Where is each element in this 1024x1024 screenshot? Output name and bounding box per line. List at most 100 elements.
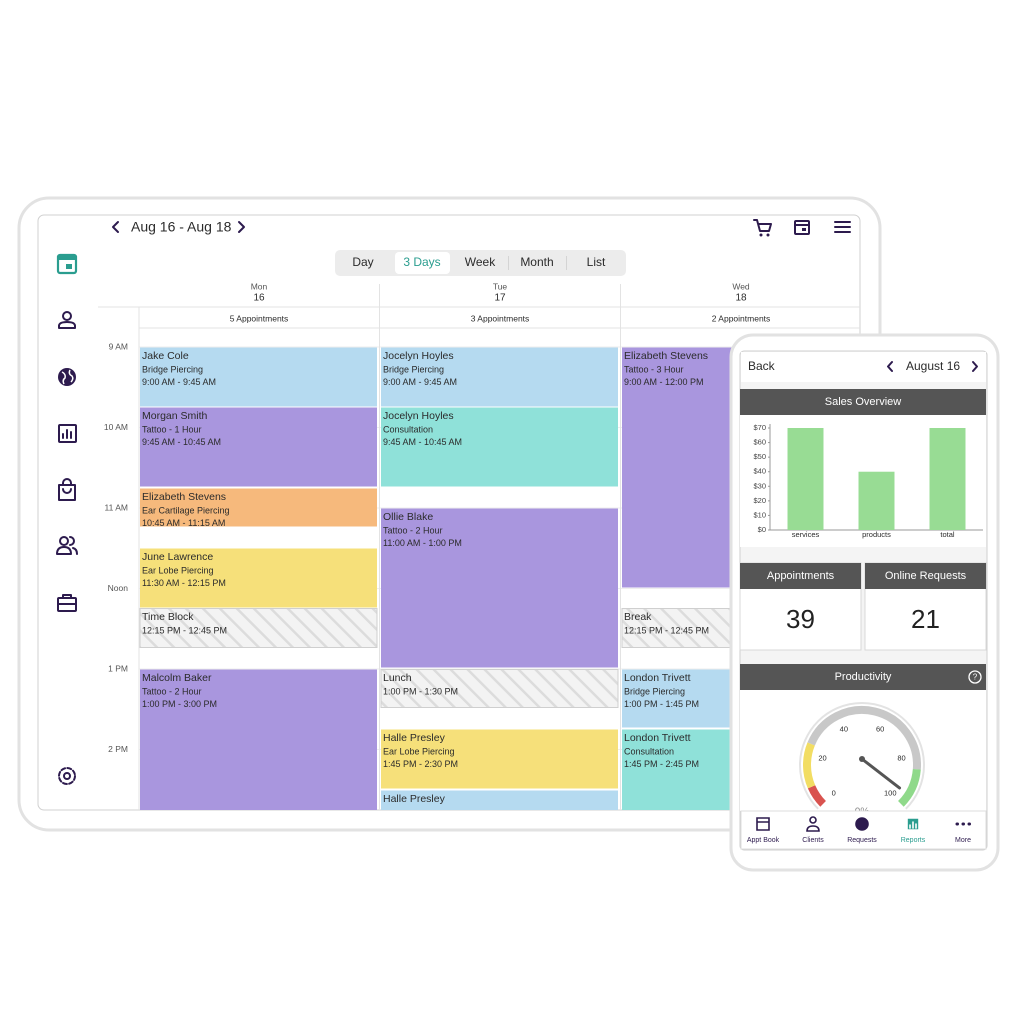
cart-icon[interactable] bbox=[753, 219, 772, 237]
appointment[interactable] bbox=[381, 407, 618, 487]
appointment-time: 9:00 AM - 9:45 AM bbox=[383, 377, 457, 387]
appointment[interactable] bbox=[140, 548, 377, 608]
x-tick-label: total bbox=[940, 530, 955, 539]
gauge-band bbox=[807, 785, 827, 807]
appointment[interactable] bbox=[381, 790, 618, 811]
gauge-band bbox=[897, 768, 921, 807]
time-label: 2 PM bbox=[108, 744, 128, 754]
appointment-count: 3 Appointments bbox=[471, 313, 530, 323]
nav-label[interactable]: Appt Book bbox=[747, 837, 780, 844]
y-tick-label: $10 bbox=[753, 510, 766, 519]
date-range: Aug 16 - Aug 18 bbox=[131, 219, 232, 235]
nav-label[interactable]: Requests bbox=[847, 837, 877, 844]
next-button[interactable] bbox=[238, 221, 245, 233]
sales-header bbox=[740, 389, 986, 415]
appointment-name: June Lawrence bbox=[142, 551, 213, 563]
time-label: 10 AM bbox=[104, 422, 128, 432]
nav-label[interactable]: Reports bbox=[901, 837, 926, 844]
view-tab[interactable]: Month bbox=[520, 255, 553, 269]
gauge-tick-label: 100 bbox=[884, 788, 897, 797]
card-header bbox=[865, 563, 986, 589]
nav-requests[interactable] bbox=[58, 368, 76, 386]
productivity-title: Productivity bbox=[835, 671, 892, 683]
card-header bbox=[740, 563, 861, 589]
prev-day[interactable] bbox=[887, 361, 893, 372]
nav-icon[interactable] bbox=[806, 816, 820, 832]
appointment-time: 11:00 AM - 1:00 PM bbox=[383, 538, 462, 548]
appointment-time: 1:00 PM - 3:00 PM bbox=[142, 699, 217, 709]
menu-icon[interactable] bbox=[834, 221, 851, 233]
appointment-time: 9:45 AM - 10:45 AM bbox=[383, 437, 462, 447]
nav-icon[interactable] bbox=[855, 817, 869, 831]
appointment-time: 1:45 PM - 2:45 PM bbox=[624, 759, 699, 769]
appointment-name: Elizabeth Stevens bbox=[624, 350, 708, 362]
appointment-service: Bridge Piercing bbox=[142, 364, 203, 374]
card-title: Appointments bbox=[767, 570, 835, 582]
appointment[interactable] bbox=[140, 669, 377, 811]
nav-label[interactable]: Clients bbox=[802, 837, 824, 844]
calendar-icon[interactable] bbox=[794, 220, 810, 235]
nav-business[interactable] bbox=[57, 594, 77, 612]
appointment[interactable] bbox=[381, 508, 618, 668]
day-name: Tue bbox=[493, 281, 508, 291]
appointment-count: 2 Appointments bbox=[712, 313, 771, 323]
appointment-time: 9:00 AM - 9:45 AM bbox=[142, 377, 216, 387]
gauge-tick-label: 40 bbox=[840, 724, 848, 733]
day-name: Mon bbox=[251, 281, 268, 291]
phone-date: August 16 bbox=[906, 359, 960, 373]
appointment[interactable] bbox=[140, 347, 377, 407]
bar bbox=[858, 471, 895, 530]
appointment-time: 1:00 PM - 1:45 PM bbox=[624, 699, 699, 709]
nav-label[interactable]: More bbox=[955, 837, 971, 844]
y-tick-label: $30 bbox=[753, 481, 766, 490]
appointment[interactable] bbox=[140, 488, 377, 527]
prev-button[interactable] bbox=[112, 221, 119, 233]
svg-text:?: ? bbox=[973, 673, 978, 682]
appointment[interactable] bbox=[381, 729, 618, 789]
help-icon[interactable]: ? bbox=[968, 670, 982, 684]
appointment-name: Jocelyn Hoyles bbox=[383, 350, 454, 362]
nav-reports[interactable] bbox=[58, 424, 77, 443]
nav-shop[interactable] bbox=[58, 478, 76, 501]
appointment-service: Consultation bbox=[624, 746, 674, 756]
back-button[interactable]: Back bbox=[748, 359, 776, 373]
appointment-time: 1:45 PM - 2:30 PM bbox=[383, 759, 458, 769]
appointment[interactable] bbox=[381, 347, 618, 407]
appointment[interactable] bbox=[140, 407, 377, 487]
time-block[interactable] bbox=[380, 669, 619, 708]
appointment-time: 12:15 PM - 12:45 PM bbox=[624, 625, 709, 635]
nav-icon[interactable] bbox=[906, 817, 920, 831]
gauge-band bbox=[803, 742, 816, 789]
nav-staff[interactable] bbox=[56, 536, 78, 555]
appointment-service: Ear Cartilage Piercing bbox=[142, 505, 230, 515]
y-tick-label: $70 bbox=[753, 423, 766, 432]
view-tab[interactable]: Week bbox=[465, 255, 496, 269]
appointment-name: Lunch bbox=[383, 672, 412, 684]
gauge-tick-label: 0 bbox=[832, 788, 836, 797]
appointment-name: London Trivett bbox=[624, 672, 691, 684]
time-block[interactable] bbox=[139, 608, 378, 648]
appointment-name: Morgan Smith bbox=[142, 410, 208, 422]
appointment-time: 9:00 AM - 12:00 PM bbox=[624, 377, 704, 387]
nav-clients[interactable] bbox=[58, 311, 76, 329]
gauge-tick-label: 80 bbox=[897, 754, 905, 763]
day-date: 17 bbox=[494, 293, 506, 304]
appointment-name: Jocelyn Hoyles bbox=[383, 410, 454, 422]
bar bbox=[787, 428, 824, 530]
view-tab[interactable]: 3 Days bbox=[403, 255, 440, 269]
appointment-service: Tattoo - 1 Hour bbox=[142, 424, 202, 434]
nav-calendar[interactable] bbox=[56, 253, 78, 275]
selected-tab-bg bbox=[395, 252, 450, 274]
appointment-service: Tattoo - 3 Hour bbox=[624, 364, 684, 374]
gauge-needle bbox=[860, 757, 902, 790]
nav-icon[interactable] bbox=[756, 817, 770, 831]
view-tab[interactable]: List bbox=[587, 255, 606, 269]
time-label: 1 PM bbox=[108, 663, 128, 673]
appointment-service: Tattoo - 2 Hour bbox=[142, 686, 202, 696]
nav-settings[interactable] bbox=[58, 767, 76, 785]
appointment-name: Jake Cole bbox=[142, 350, 189, 362]
view-tab[interactable]: Day bbox=[352, 255, 373, 269]
next-day[interactable] bbox=[972, 361, 978, 372]
appointment-name: Ollie Blake bbox=[383, 511, 433, 523]
